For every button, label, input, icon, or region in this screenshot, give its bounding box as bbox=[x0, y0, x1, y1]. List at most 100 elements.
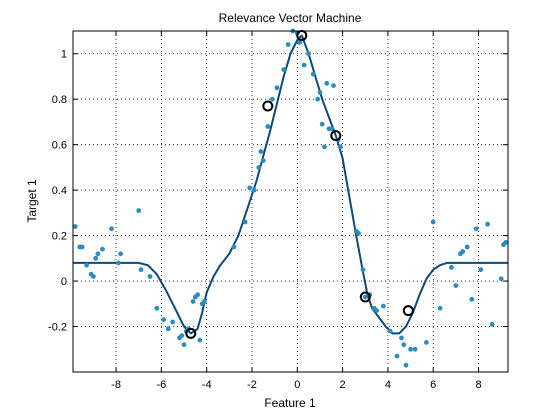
x-tick-label: 4 bbox=[385, 379, 391, 391]
data-point bbox=[360, 267, 366, 273]
y-axis-label: Target 1 bbox=[25, 179, 39, 223]
relevance-vectors-layer bbox=[185, 30, 414, 339]
x-axis-label: Feature 1 bbox=[264, 396, 316, 410]
data-point bbox=[453, 283, 459, 288]
data-point bbox=[285, 42, 291, 47]
data-point bbox=[136, 208, 142, 214]
x-tick-label: -4 bbox=[202, 379, 212, 391]
x-tick-label: 6 bbox=[430, 379, 436, 391]
data-point bbox=[324, 80, 330, 86]
data-point bbox=[319, 121, 325, 127]
data-point bbox=[478, 267, 484, 273]
y-tick-label: 1 bbox=[61, 49, 67, 61]
data-point bbox=[265, 124, 271, 129]
data-point bbox=[100, 246, 105, 252]
data-point bbox=[274, 85, 280, 91]
data-point bbox=[331, 83, 336, 88]
data-point bbox=[464, 244, 470, 250]
y-tick-label: 0.4 bbox=[52, 185, 67, 197]
data-point bbox=[460, 249, 466, 254]
grid bbox=[73, 31, 508, 372]
data-point bbox=[118, 251, 123, 257]
data-point bbox=[165, 326, 171, 332]
data-point bbox=[197, 337, 203, 343]
data-point bbox=[79, 244, 85, 250]
data-point bbox=[469, 296, 475, 302]
data-point bbox=[147, 274, 153, 279]
data-point bbox=[412, 346, 418, 352]
y-tick-label: -0.2 bbox=[48, 322, 67, 334]
data-point bbox=[190, 299, 196, 304]
y-tick-label: 0.8 bbox=[52, 94, 67, 106]
data-point bbox=[322, 144, 327, 150]
data-point bbox=[270, 96, 275, 102]
data-point bbox=[109, 226, 114, 232]
data-point bbox=[498, 276, 504, 282]
data-point bbox=[408, 346, 413, 352]
data-point bbox=[437, 305, 443, 311]
chart-title: Relevance Vector Machine bbox=[219, 11, 362, 25]
x-tick-label: -6 bbox=[156, 379, 166, 391]
data-point bbox=[430, 219, 436, 225]
data-point bbox=[424, 340, 429, 345]
data-point bbox=[301, 62, 307, 68]
data-point bbox=[310, 71, 316, 77]
x-tick-label: 0 bbox=[294, 379, 300, 391]
data-point bbox=[381, 303, 386, 309]
data-point bbox=[154, 305, 160, 311]
data-point bbox=[91, 274, 96, 279]
data-point bbox=[473, 226, 479, 232]
data-point bbox=[503, 240, 509, 245]
y-tick-label: 0 bbox=[61, 276, 67, 288]
relevance-vector-marker bbox=[330, 130, 342, 142]
plot-area bbox=[73, 31, 508, 372]
relevance-vector-marker bbox=[185, 327, 197, 339]
data-point bbox=[72, 224, 78, 229]
data-point bbox=[202, 299, 207, 304]
data-point bbox=[258, 149, 264, 154]
data-point bbox=[161, 317, 167, 323]
relevance-vector-marker bbox=[402, 305, 414, 317]
data-point bbox=[138, 267, 144, 273]
data-point bbox=[387, 328, 393, 334]
data-point bbox=[181, 342, 187, 348]
data-point bbox=[242, 219, 248, 225]
data-point bbox=[485, 221, 490, 227]
x-tick-label: 2 bbox=[340, 379, 346, 391]
data-point bbox=[195, 292, 201, 298]
data-point bbox=[297, 40, 302, 45]
data-point bbox=[247, 185, 253, 191]
plot-frame bbox=[72, 30, 509, 373]
data-point bbox=[179, 333, 185, 338]
data-point bbox=[356, 230, 361, 236]
data-point bbox=[449, 265, 454, 270]
data-point bbox=[328, 126, 334, 132]
data-point bbox=[374, 308, 379, 313]
data-point bbox=[394, 353, 400, 359]
data-point bbox=[281, 67, 287, 72]
data-point bbox=[317, 90, 323, 95]
data-point bbox=[337, 144, 343, 150]
data-points-layer bbox=[72, 28, 509, 368]
x-tick-label: -8 bbox=[111, 379, 121, 391]
data-point bbox=[403, 362, 409, 368]
relevance-vector-marker bbox=[262, 100, 274, 112]
data-point bbox=[306, 51, 311, 57]
data-point bbox=[260, 158, 266, 164]
data-point bbox=[401, 342, 407, 348]
x-tick-label: -2 bbox=[247, 379, 257, 391]
ticks: -8 -6 -4 -2 0 2 4 6 8 -0.2 0 0.2 0.4 0.6 0.8 1 bbox=[48, 31, 508, 391]
x-tick-label: 8 bbox=[475, 379, 481, 391]
data-point bbox=[84, 262, 89, 268]
data-point bbox=[489, 321, 495, 327]
relevance-vector-marker bbox=[359, 291, 371, 303]
y-tick-label: 0.6 bbox=[52, 140, 67, 152]
y-tick-label: 0.2 bbox=[52, 231, 67, 243]
data-point bbox=[170, 319, 176, 325]
data-point bbox=[95, 251, 101, 257]
data-point bbox=[115, 260, 121, 266]
data-point bbox=[399, 335, 404, 341]
data-point bbox=[315, 96, 321, 102]
